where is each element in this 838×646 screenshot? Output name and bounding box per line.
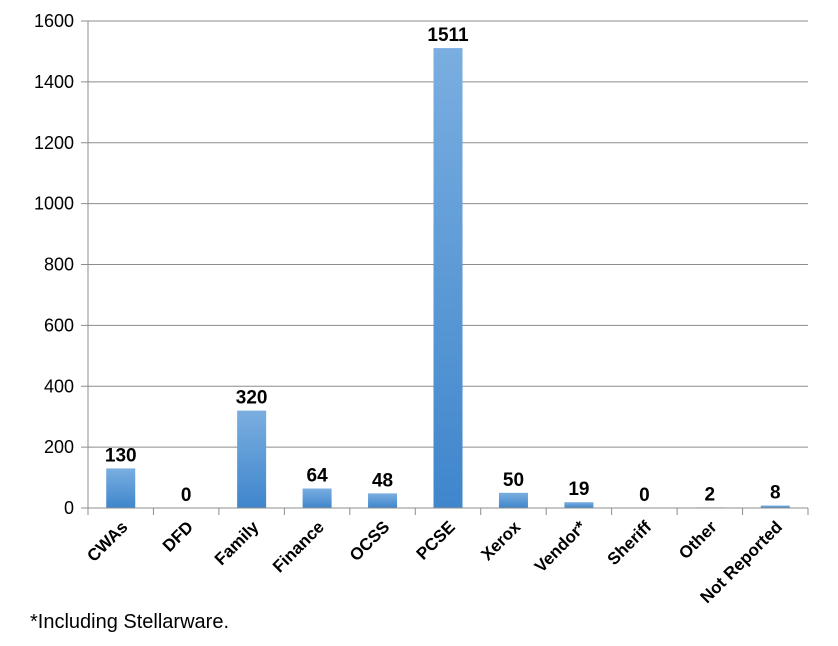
- data-label: 2: [705, 484, 716, 505]
- bars: [106, 48, 790, 508]
- bar: [433, 48, 463, 508]
- y-tick-label: 800: [44, 255, 74, 275]
- y-tick-label: 0: [64, 498, 74, 518]
- data-label: 130: [105, 445, 137, 466]
- x-tick-label: Sheriff: [604, 517, 656, 569]
- x-tick-label: Xerox: [477, 517, 524, 564]
- x-axis-labels: CWAs DFD Family Finance OCSS PCSE Xerox Vendor*…: [83, 517, 786, 607]
- y-tick-label: 1000: [34, 194, 74, 214]
- y-tick-label: 1200: [34, 133, 74, 153]
- x-tick-label: Family: [211, 517, 263, 569]
- y-tick-label: 1400: [34, 72, 74, 92]
- bar: [368, 493, 398, 508]
- y-tick-label: 200: [44, 437, 74, 457]
- footnote: *Including Stellarware.: [30, 611, 229, 633]
- data-label: 320: [236, 388, 268, 409]
- x-tick-label: Other: [675, 517, 721, 563]
- x-tick-label: Vendor*: [531, 517, 590, 576]
- data-labels: 130 0 320 64 48 1511 50 19 0 2 8: [105, 25, 781, 506]
- y-tick-label: 1600: [34, 11, 74, 31]
- data-label: 19: [568, 479, 589, 500]
- y-axis-ticks: 0 200 400 600 800 1000 1200 1400 1600: [34, 11, 88, 518]
- data-label: 50: [503, 470, 524, 491]
- bar: [237, 410, 267, 508]
- bar: [760, 505, 790, 508]
- x-tick-label: PCSE: [413, 517, 459, 563]
- y-tick-label: 400: [44, 376, 74, 396]
- data-label: 8: [770, 483, 781, 504]
- data-label: 0: [639, 485, 650, 506]
- y-tick-label: 600: [44, 315, 74, 335]
- axes: [87, 21, 809, 515]
- data-label: 48: [372, 470, 393, 491]
- x-tick-label: CWAs: [83, 517, 131, 565]
- bar: [498, 492, 528, 508]
- data-label: 1511: [427, 25, 469, 46]
- bar: [302, 488, 332, 508]
- bar: [564, 502, 594, 508]
- data-label: 0: [181, 485, 192, 506]
- x-tick-label: DFD: [159, 517, 197, 555]
- x-tick-label: Finance: [269, 517, 328, 576]
- data-label: 64: [307, 466, 329, 487]
- bar: [106, 468, 136, 508]
- x-tick-label: OCSS: [346, 517, 394, 565]
